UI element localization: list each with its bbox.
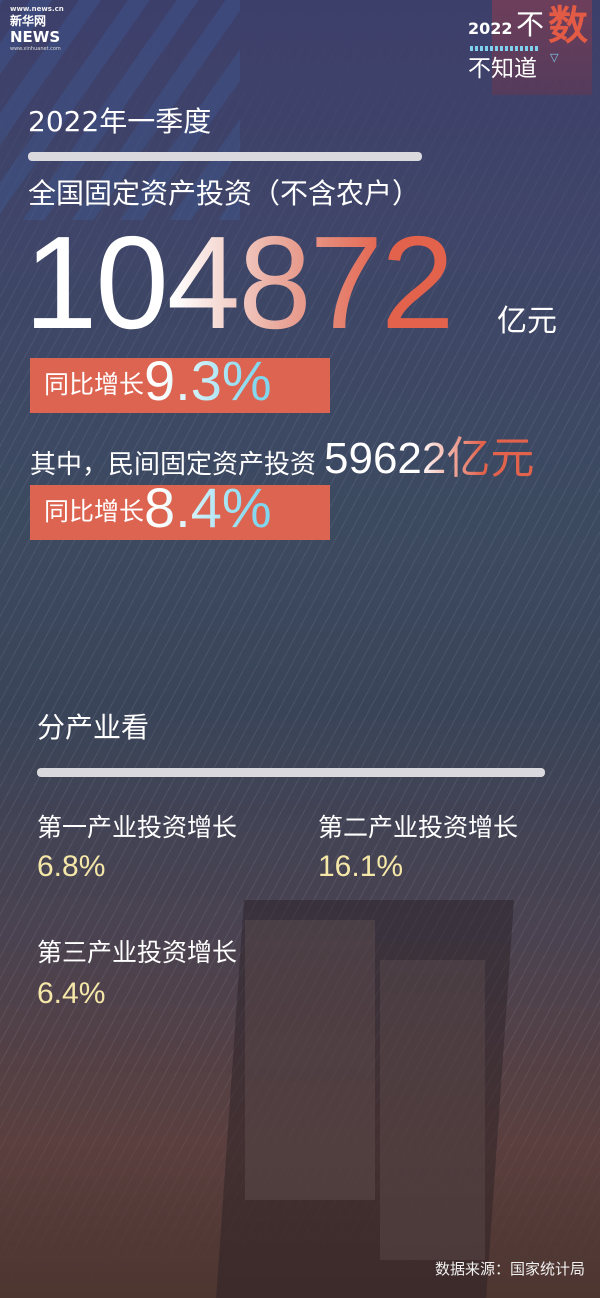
total-unit: 亿元	[497, 304, 557, 339]
divider	[37, 768, 545, 777]
logo-url: www.news.cn	[10, 5, 64, 13]
badge-bu: 不	[516, 8, 545, 41]
data-source: 数据来源：国家统计局	[434, 1260, 585, 1278]
badge-zhidao: 不知道	[468, 56, 537, 82]
private-value: 59622亿元	[324, 422, 534, 486]
industry-label-secondary: 第二产业投资增长	[318, 813, 519, 842]
private-growth-box: 同比增长 8.4%	[30, 480, 330, 540]
private-investment: 其中，民间固定资产投资 59622亿元	[30, 422, 534, 486]
total-growth-box: 同比增长 9.3%	[30, 353, 330, 413]
section-title: 分产业看	[37, 711, 150, 744]
logo-mark: NEWS	[10, 28, 61, 46]
logo-brand: 新华网	[10, 14, 47, 28]
private-label: 其中，民间固定资产投资	[30, 450, 317, 480]
industry-value-secondary: 16.1%	[318, 850, 404, 883]
badge-shu: 数	[548, 3, 588, 49]
growth-label: 同比增长	[44, 497, 145, 526]
period-title: 2022年一季度	[28, 105, 212, 138]
badge-year: 2022	[468, 19, 513, 38]
series-badge: 2022 不 数 不知道 ▽	[462, 0, 592, 95]
logo-url-bottom: www.xinhuanet.com	[10, 46, 61, 52]
industry-value-primary: 6.8%	[37, 850, 106, 883]
roof-background	[245, 920, 375, 1200]
growth-value: 9.3%	[144, 349, 272, 412]
triangle-icon: ▽	[550, 51, 559, 64]
divider	[28, 152, 422, 161]
growth-label: 同比增长	[44, 370, 145, 399]
growth-value: 8.4%	[144, 476, 272, 539]
xinhua-logo: www.news.cn 新华网 NEWS www.xinhuanet.com	[10, 5, 90, 53]
headline: 全国固定资产投资（不含农户）	[28, 177, 421, 210]
industry-value-tertiary: 6.4%	[37, 977, 106, 1010]
total-investment-value: 104872	[24, 209, 454, 356]
industry-label-tertiary: 第三产业投资增长	[37, 938, 238, 967]
roof-background-2	[380, 960, 485, 1260]
decorative-stripes	[0, 0, 240, 220]
industry-label-primary: 第一产业投资增长	[37, 813, 238, 842]
badge-progress-bar	[470, 46, 540, 51]
